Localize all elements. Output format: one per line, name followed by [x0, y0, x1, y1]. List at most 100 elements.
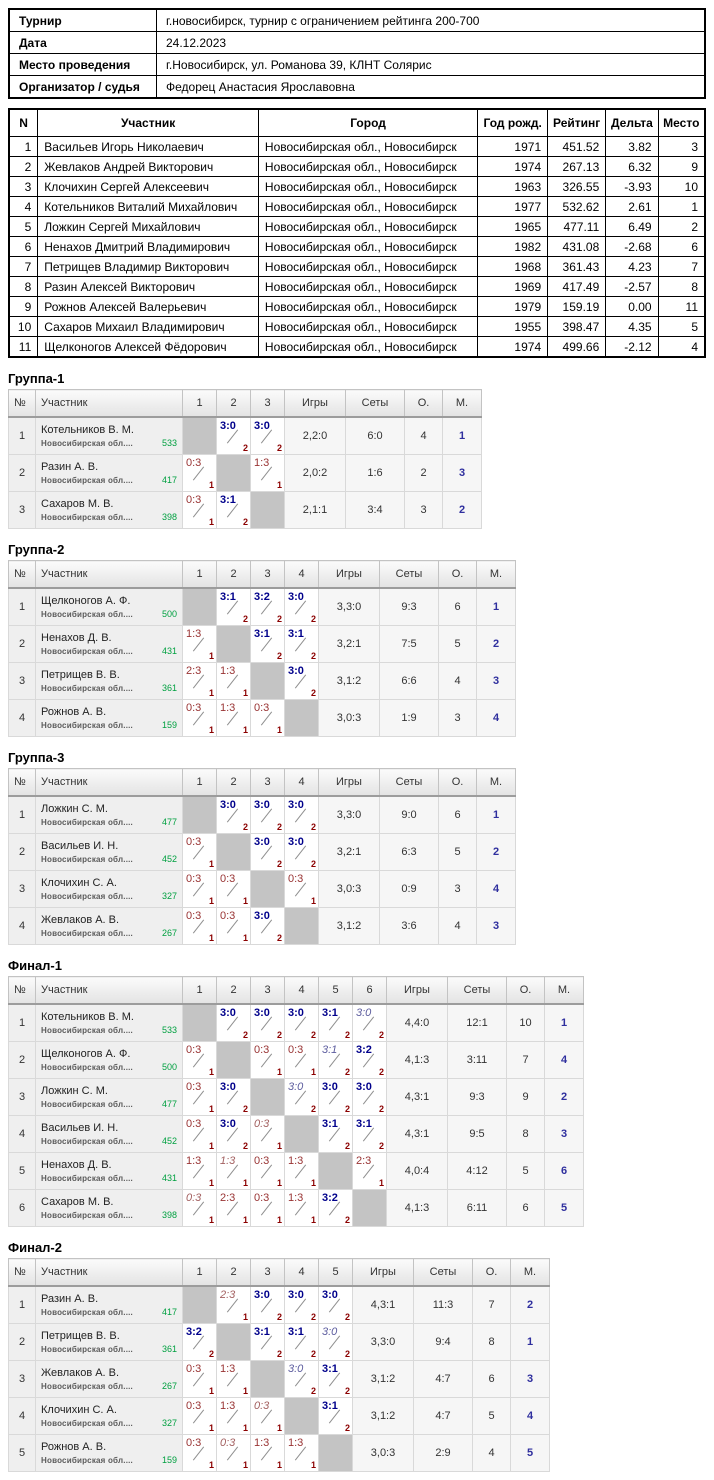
participants-column-header: Рейтинг	[547, 108, 607, 137]
score-cell: 3:1 2	[216, 587, 251, 626]
group-title: Группа-3	[8, 750, 65, 765]
table-row: 11 Щелконогов Алексей Фёдорович Новосибирс…	[8, 336, 706, 358]
score-points: 1	[276, 1423, 282, 1433]
points-cell: 5	[438, 833, 477, 871]
table-row: 6 Ненахов Дмитрий Владимирович Новосибирск…	[8, 236, 706, 257]
group-section: Группа-2 № Участник 1 2 3 4 Игры Сеты О. М. 1 Щелкон…	[8, 542, 706, 737]
score-value: 3:1	[322, 1363, 338, 1375]
participant-region: Новосибирская обл....	[41, 855, 133, 864]
sets-cell: 6:0	[345, 416, 405, 455]
games-cell: 2,1:1	[284, 491, 346, 529]
score-value: 1:3	[254, 457, 270, 469]
participant-short-name: Щелконогов А. Ф.	[41, 595, 131, 607]
row-number: 5	[8, 1434, 36, 1472]
participant-city: Новосибирская обл., Новосибирск	[257, 196, 479, 217]
games-cell: 3,2:1	[318, 833, 380, 871]
participant-meta: Новосибирская обл.... 452	[41, 1136, 177, 1146]
points-cell: 6	[472, 1360, 511, 1398]
score-value: 2:3	[356, 1155, 372, 1167]
info-label: Турнир	[8, 8, 157, 32]
participant-rating: 477	[161, 1099, 177, 1109]
participant-cell: Ненахов Д. В. Новосибирская обл.... 431	[35, 1152, 183, 1190]
participant-delta: 3.82	[605, 136, 659, 157]
score-cell: 1:3 1	[216, 662, 251, 700]
group-table-row: 2 Щелконогов А. Ф. Новосибирская обл.... 50…	[8, 1041, 584, 1079]
score-points: 2	[310, 651, 316, 661]
participant-name: Разин Алексей Викторович	[37, 276, 259, 297]
score-points: 1	[242, 933, 248, 943]
participant-region: Новосибирская обл....	[41, 1382, 133, 1391]
group-title: Финал-1	[8, 958, 62, 973]
score-cell: 3:0 2	[216, 416, 251, 455]
diagonal-cell	[216, 625, 251, 663]
score-value: 3:0	[288, 1007, 304, 1019]
participant-meta: Новосибирская обл.... 267	[41, 1381, 177, 1391]
participant-delta: -3.93	[605, 176, 659, 197]
participant-place: 9	[657, 156, 706, 177]
score-cell: 2:3 1	[216, 1189, 251, 1227]
score-cell: 3:0 2	[284, 833, 319, 871]
score-value: 0:3	[186, 873, 202, 885]
score-points: 2	[276, 651, 282, 661]
participant-city: Новосибирская обл., Новосибирск	[257, 296, 479, 317]
participant-delta: -2.68	[605, 236, 659, 257]
column-header-points: О.	[506, 976, 545, 1005]
table-row: 5 Ложкин Сергей Михайлович Новосибирская о…	[8, 216, 706, 237]
row-number: 3	[8, 1078, 36, 1116]
score-points: 1	[310, 1460, 316, 1470]
participant-delta: 4.35	[605, 316, 659, 337]
score-value: 3:0	[356, 1007, 372, 1019]
column-header-participant: Участник	[35, 389, 183, 418]
participant-region: Новосибирская обл....	[41, 892, 133, 901]
place-cell: 2	[476, 833, 516, 871]
score-points: 1	[276, 725, 282, 735]
participant-rating: 326.55	[547, 176, 607, 197]
participant-delta: 0.00	[605, 296, 659, 317]
column-header-opponent: 2	[216, 389, 251, 418]
participants-header-row: N Участник Город Год рожд. Рейтинг Дельта Мест…	[8, 108, 706, 137]
place-cell: 3	[476, 907, 516, 945]
score-cell: 0:3 1	[250, 1397, 285, 1435]
participant-cell: Петрищев В. В. Новосибирская обл.... 361	[35, 662, 183, 700]
games-cell: 3,0:3	[318, 699, 380, 737]
score-value: 0:3	[220, 873, 236, 885]
score-value: 1:3	[288, 1192, 304, 1204]
table-row: 1 Васильев Игорь Николаевич Новосибирская …	[8, 136, 706, 157]
info-row: Организатор / судья Федорец Анастасия Яро…	[8, 75, 706, 99]
games-cell: 4,4:0	[386, 1003, 448, 1042]
score-cell: 3:0 2	[284, 1078, 319, 1116]
score-cell: 0:3 1	[182, 699, 217, 737]
score-cell: 3:0 2	[216, 1003, 251, 1042]
score-value: 3:0	[288, 1363, 304, 1375]
score-value: 0:3	[186, 1118, 202, 1130]
score-points: 2	[310, 614, 316, 624]
score-points: 1	[276, 1141, 282, 1151]
games-cell: 4,1:3	[386, 1041, 448, 1079]
participant-birth-year: 1963	[477, 176, 549, 197]
place-cell: 1	[442, 416, 482, 455]
column-header-sets: Сеты	[447, 976, 507, 1005]
score-points: 1	[242, 725, 248, 735]
participant-rating: 477	[161, 817, 177, 827]
group-header-row: № Участник 1 2 3 4 5 6 Игры Сеты О. М.	[8, 976, 584, 1005]
score-value: 1:3	[254, 1437, 270, 1449]
place-cell: 1	[510, 1323, 550, 1361]
score-points: 1	[242, 1460, 248, 1470]
score-value: 3:1	[322, 1118, 338, 1130]
participant-region: Новосибирская обл....	[41, 647, 133, 656]
sets-cell: 6:11	[447, 1189, 507, 1227]
participant-rating: 327	[161, 891, 177, 901]
diagonal-cell	[250, 1360, 285, 1398]
row-number: 4	[8, 699, 36, 737]
participant-short-name: Васильев И. Н.	[41, 1122, 119, 1134]
score-cell: 0:3 1	[182, 1189, 217, 1227]
participant-rating: 159	[161, 720, 177, 730]
score-points: 2	[276, 1349, 282, 1359]
row-number: 4	[8, 907, 36, 945]
participant-cell: Рожнов А. В. Новосибирская обл.... 159	[35, 1434, 183, 1472]
score-cell: 0:3 1	[250, 1041, 285, 1079]
participant-cell: Ложкин С. М. Новосибирская обл.... 477	[35, 795, 183, 834]
place-cell: 2	[544, 1078, 584, 1116]
score-cell: 1:3 1	[284, 1189, 319, 1227]
column-header-opponent: 3	[250, 768, 285, 797]
